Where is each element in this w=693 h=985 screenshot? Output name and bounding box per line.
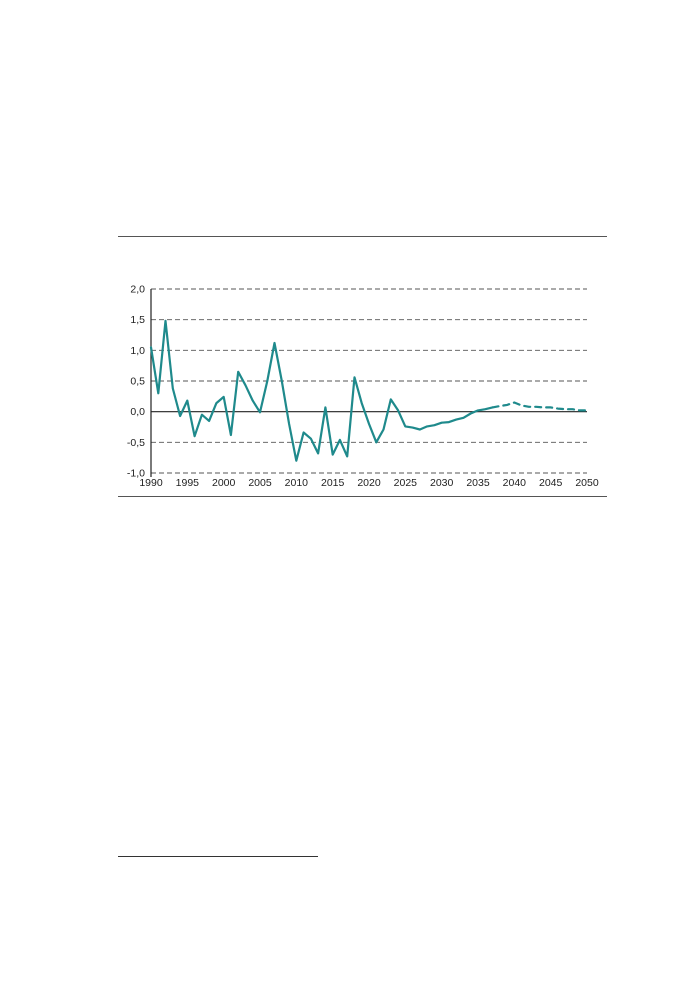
series-layer bbox=[149, 319, 589, 462]
y-tick-label: 0,0 bbox=[130, 406, 145, 418]
x-tick-label: 2005 bbox=[248, 477, 272, 489]
x-tick-label: 2025 bbox=[394, 477, 418, 489]
x-tick-label: 1990 bbox=[139, 477, 163, 489]
x-tick-label: 1995 bbox=[176, 477, 200, 489]
bottom-rule bbox=[118, 496, 607, 497]
y-tick-label: 1,0 bbox=[130, 345, 145, 357]
y-tick-label: 2,0 bbox=[130, 284, 145, 296]
gridlines bbox=[151, 288, 587, 474]
y-tick-label: 1,5 bbox=[130, 314, 145, 326]
x-tick-label: 2020 bbox=[357, 477, 381, 489]
x-tick-label: 2035 bbox=[466, 477, 490, 489]
x-tick-label: 2030 bbox=[430, 477, 454, 489]
series-line-projection bbox=[491, 401, 589, 412]
y-tick-label: -1,0 bbox=[127, 468, 145, 480]
x-tick-label: 2015 bbox=[321, 477, 345, 489]
axes bbox=[150, 289, 587, 477]
x-tick-label: 2010 bbox=[285, 477, 309, 489]
x-tick-label: 2000 bbox=[212, 477, 236, 489]
x-tick-label: 2045 bbox=[539, 477, 563, 489]
y-tick-label: -0,5 bbox=[127, 437, 145, 449]
footnote-rule bbox=[118, 856, 318, 857]
series-line-historical bbox=[149, 319, 494, 462]
x-tick-label: 2050 bbox=[575, 477, 599, 489]
top-rule bbox=[118, 236, 607, 237]
y-tick-label: 0,5 bbox=[130, 376, 145, 388]
x-tick-label: 2040 bbox=[503, 477, 527, 489]
